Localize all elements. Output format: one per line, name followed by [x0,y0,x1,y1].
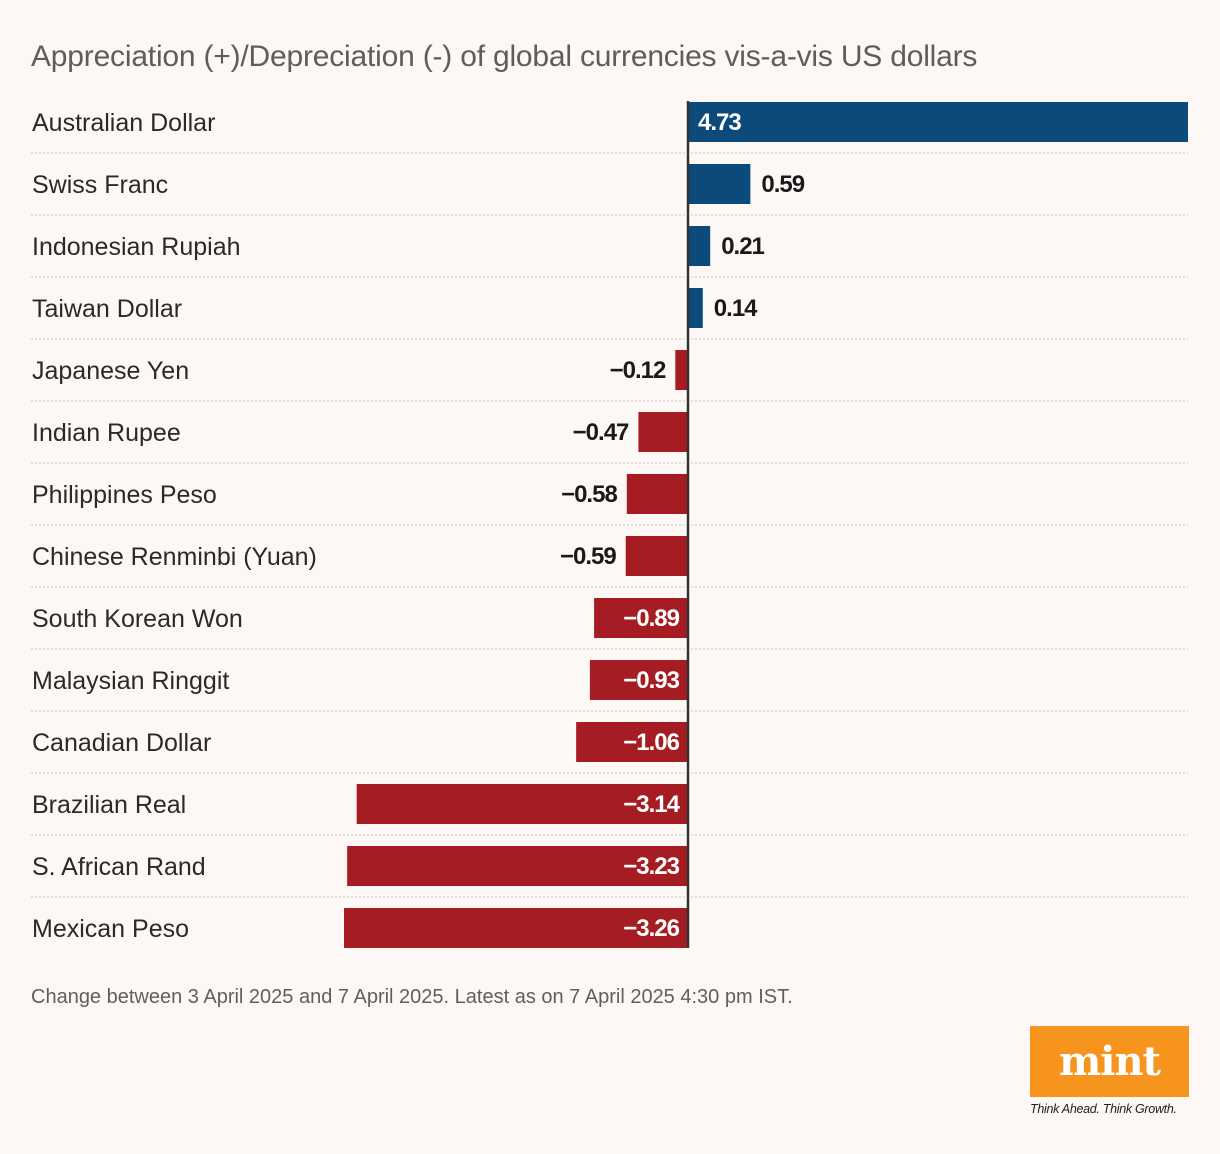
bar [638,412,688,452]
mint-logo-text: mint [1058,1038,1161,1085]
bar [626,474,688,514]
bar [589,660,688,700]
bar [688,102,1188,142]
value-label: −3.26 [623,915,679,942]
value-label: −0.93 [623,667,679,694]
bar [688,164,751,204]
value-label: 0.14 [714,295,758,322]
bar [347,846,688,886]
category-label: Brazilian Real [32,791,186,819]
category-label: Swiss Franc [32,171,168,199]
chart-title: Appreciation (+)/Depreciation (-) of glo… [31,40,978,73]
category-label: Malaysian Ringgit [32,667,229,695]
bar [576,722,688,762]
category-label: Taiwan Dollar [32,295,182,323]
category-label: Japanese Yen [32,357,189,385]
mint-logo: mint [1030,1026,1189,1097]
value-label: −3.14 [623,791,680,818]
bar [344,908,688,948]
category-label: Chinese Renminbi (Yuan) [32,543,317,571]
category-label: Indian Rupee [32,419,181,447]
bar [594,598,688,638]
value-label: −1.06 [623,729,679,756]
category-label: Australian Dollar [32,109,215,137]
category-label: Canadian Dollar [32,729,211,757]
bar [688,226,711,266]
category-label: Mexican Peso [32,915,189,943]
brand-tagline: Think Ahead. Think Growth. [1030,1102,1177,1116]
category-label: Indonesian Rupiah [32,233,241,261]
value-label: −0.12 [610,357,666,384]
value-label: −0.47 [573,419,629,446]
bar [625,536,688,576]
bar [675,350,688,390]
footnote: Change between 3 April 2025 and 7 April … [31,986,793,1008]
category-label: S. African Rand [32,853,206,881]
category-label: Philippines Peso [32,481,217,509]
value-label: −3.23 [623,853,679,880]
value-label: −0.89 [623,605,679,632]
category-label: South Korean Won [32,605,243,633]
value-label: 0.59 [761,171,804,198]
value-label: −0.59 [560,543,616,570]
value-label: 4.73 [698,109,741,136]
bar [356,784,688,824]
value-label: 0.21 [721,233,764,260]
bar [688,288,703,328]
value-label: −0.58 [561,481,617,508]
bar-chart: Australian Dollar 4.73 Swiss Franc 0.59 Indo… [31,101,1188,948]
